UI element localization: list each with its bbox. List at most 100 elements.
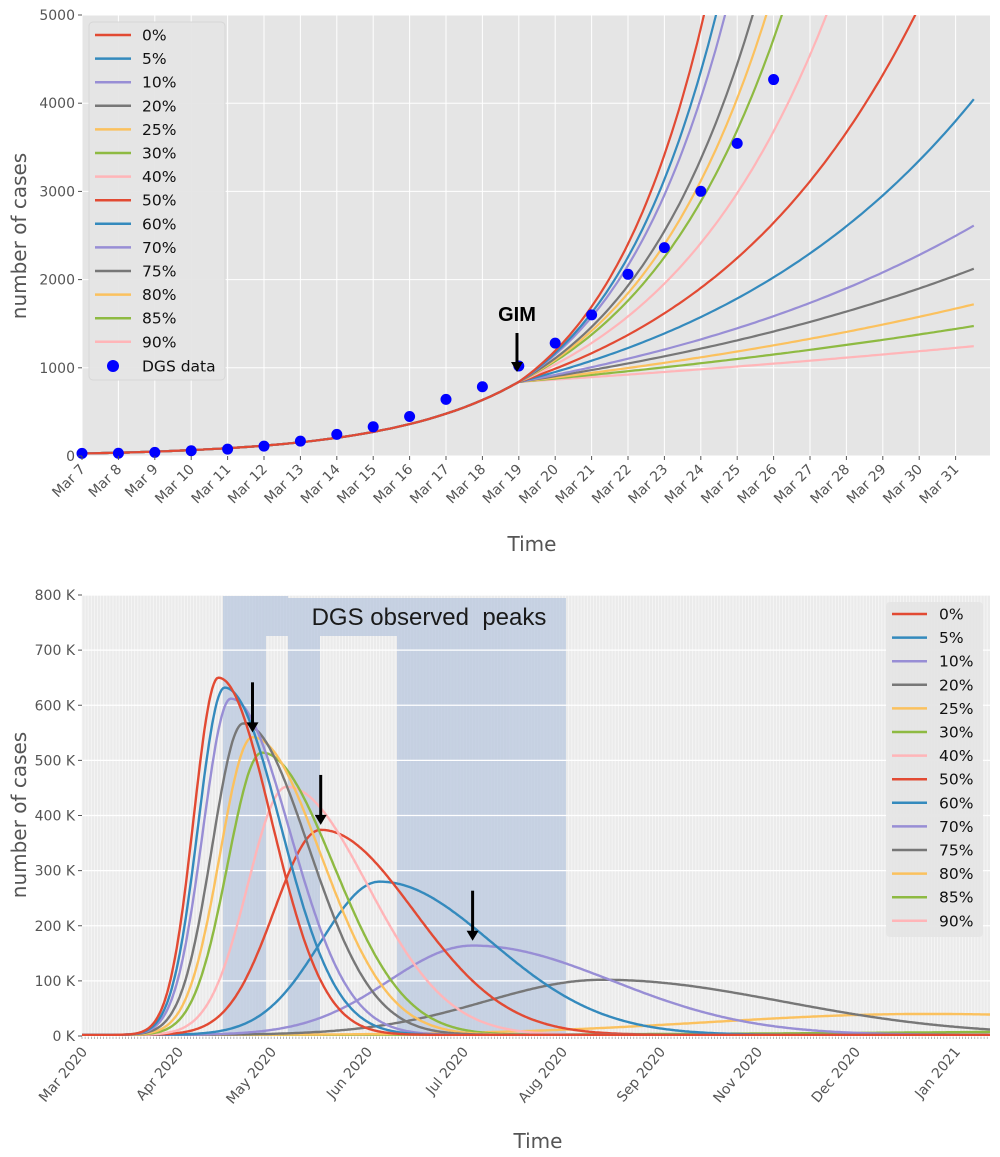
legend-label: 75% [939, 842, 973, 860]
bottom-legend: 0% 5% 10% 20% 25% 30% 40% 50% 60% 70% 75% 80% 85% 90% [886, 602, 983, 937]
legend-label: 30% [939, 724, 973, 742]
x-tick-label: Mar 12 [225, 462, 271, 508]
legend-label: 0% [142, 27, 167, 45]
dgs-data-point [149, 446, 161, 458]
gim-label: GIM [498, 304, 536, 326]
dgs-data-point [549, 337, 561, 349]
y-tick-label: 5000 [39, 8, 75, 24]
y-tick-label: 500 K [35, 753, 76, 769]
x-tick-label: Mar 7 [49, 462, 88, 501]
dgs-data-point [695, 185, 707, 197]
band-segment [266, 596, 288, 636]
y-tick-label: 800 K [35, 588, 76, 604]
y-tick-label: 4000 [39, 96, 75, 112]
x-tick-label: Mar 13 [261, 462, 307, 508]
bottom-x-axis-label: Time [513, 1129, 563, 1153]
dgs-data-point [294, 435, 306, 447]
legend-label: 10% [939, 653, 973, 671]
bottom-legend-items: 0% 5% 10% 20% 25% 30% 40% 50% 60% 70% 75% 80% 85% 90% [892, 606, 973, 930]
series-line-0pct [82, 15, 706, 455]
legend-label: 10% [142, 74, 176, 92]
x-tick-label: Mar 21 [553, 462, 599, 508]
y-tick-label: 0 [66, 449, 75, 465]
x-tick-label: Jul 2020 [423, 1044, 473, 1099]
x-tick-label: Mar 24 [662, 461, 708, 507]
band-label: DGS observed peaks [312, 604, 547, 631]
legend-label: 70% [142, 239, 176, 257]
x-tick-label: Mar 31 [917, 462, 963, 508]
legend-dgs-marker [107, 360, 119, 372]
legend-label: 20% [142, 97, 176, 115]
legend-label: 90% [939, 912, 973, 930]
x-tick-label: Mar 17 [407, 462, 453, 508]
x-tick-label: Mar 30 [880, 462, 926, 508]
x-tick-label: Mar 28 [807, 462, 853, 508]
peak-arrows [246, 682, 479, 941]
x-tick-label: Mar 8 [86, 462, 125, 501]
legend-dgs-label: DGS data [142, 358, 216, 376]
legend-label: 70% [939, 818, 973, 836]
dgs-data-point [404, 410, 416, 422]
dgs-data-point [658, 242, 670, 254]
legend-label: 50% [939, 771, 973, 789]
x-tick-label: Mar 15 [334, 462, 380, 508]
dgs-data-point [586, 309, 598, 321]
dgs-data-point [731, 137, 743, 149]
bottom-y-ticks: 0 K 100 K 200 K 300 K 400 K 500 K 600 K 700 K 80… [35, 588, 82, 1045]
bottom-y-axis-label: number of cases [7, 732, 31, 898]
legend-label: 60% [939, 794, 973, 812]
legend-label: 25% [939, 700, 973, 718]
y-tick-label: 3000 [39, 184, 75, 200]
dgs-data-point [331, 428, 343, 440]
x-tick-label: Apr 2020 [133, 1044, 187, 1104]
top-legend: 0% 5% 10% 20% 25% 30% 40% 50% 60% 70% 75% 80% 85% 90%… [88, 21, 226, 381]
x-tick-label: Mar 10 [152, 462, 198, 508]
dgs-data-point [185, 445, 197, 457]
x-tick-label: Aug 2020 [515, 1044, 571, 1106]
dgs-data-point [367, 421, 379, 433]
x-tick-label: Mar 23 [625, 462, 671, 508]
top-legend-box [88, 21, 226, 381]
legend-label: 85% [142, 310, 176, 328]
dgs-data-point [258, 440, 270, 452]
x-tick-label: Mar 25 [698, 462, 744, 508]
legend-label: 30% [142, 145, 176, 163]
legend-label: 5% [142, 50, 167, 68]
y-tick-label: 0 K [52, 1029, 75, 1045]
x-tick-label: Mar 2020 [36, 1044, 91, 1105]
legend-label: 90% [142, 333, 176, 351]
top-y-axis-label: number of cases [7, 153, 31, 319]
legend-label: 25% [142, 121, 176, 139]
x-tick-label: Mar 14 [298, 461, 344, 507]
gim-arrowhead-icon [511, 362, 523, 372]
dgs-data-point [768, 74, 780, 86]
x-tick-label: Mar 19 [480, 462, 526, 508]
band-segment [320, 598, 397, 636]
series-line-0pct [82, 676, 990, 1036]
x-tick-label: Mar 26 [735, 461, 781, 507]
top-plot-background [82, 15, 990, 456]
top-y-ticks: 0 1000 2000 3000 4000 5000 [39, 8, 82, 465]
top-x-axis-label: Time [507, 532, 557, 556]
x-tick-label: Mar 29 [844, 462, 890, 508]
dgs-observed-band [223, 596, 566, 1036]
x-tick-label: Nov 2020 [710, 1044, 766, 1106]
legend-label: 85% [939, 889, 973, 907]
legend-label: 80% [939, 865, 973, 883]
x-tick-label: Jun 2020 [323, 1044, 376, 1103]
y-tick-label: 1000 [39, 361, 75, 377]
dgs-data-point [476, 381, 488, 393]
y-tick-label: 700 K [35, 643, 76, 659]
legend-label: 0% [939, 606, 964, 624]
legend-label: 40% [142, 168, 176, 186]
y-tick-label: 100 K [35, 974, 76, 990]
x-tick-label: Mar 20 [516, 462, 562, 508]
y-tick-label: 600 K [35, 698, 76, 714]
series-line-70pct [82, 944, 990, 1036]
legend-label: 50% [142, 192, 176, 210]
peak-arrowhead-icon [466, 930, 479, 941]
dgs-data-point [112, 447, 124, 459]
legend-label: 5% [939, 629, 964, 647]
